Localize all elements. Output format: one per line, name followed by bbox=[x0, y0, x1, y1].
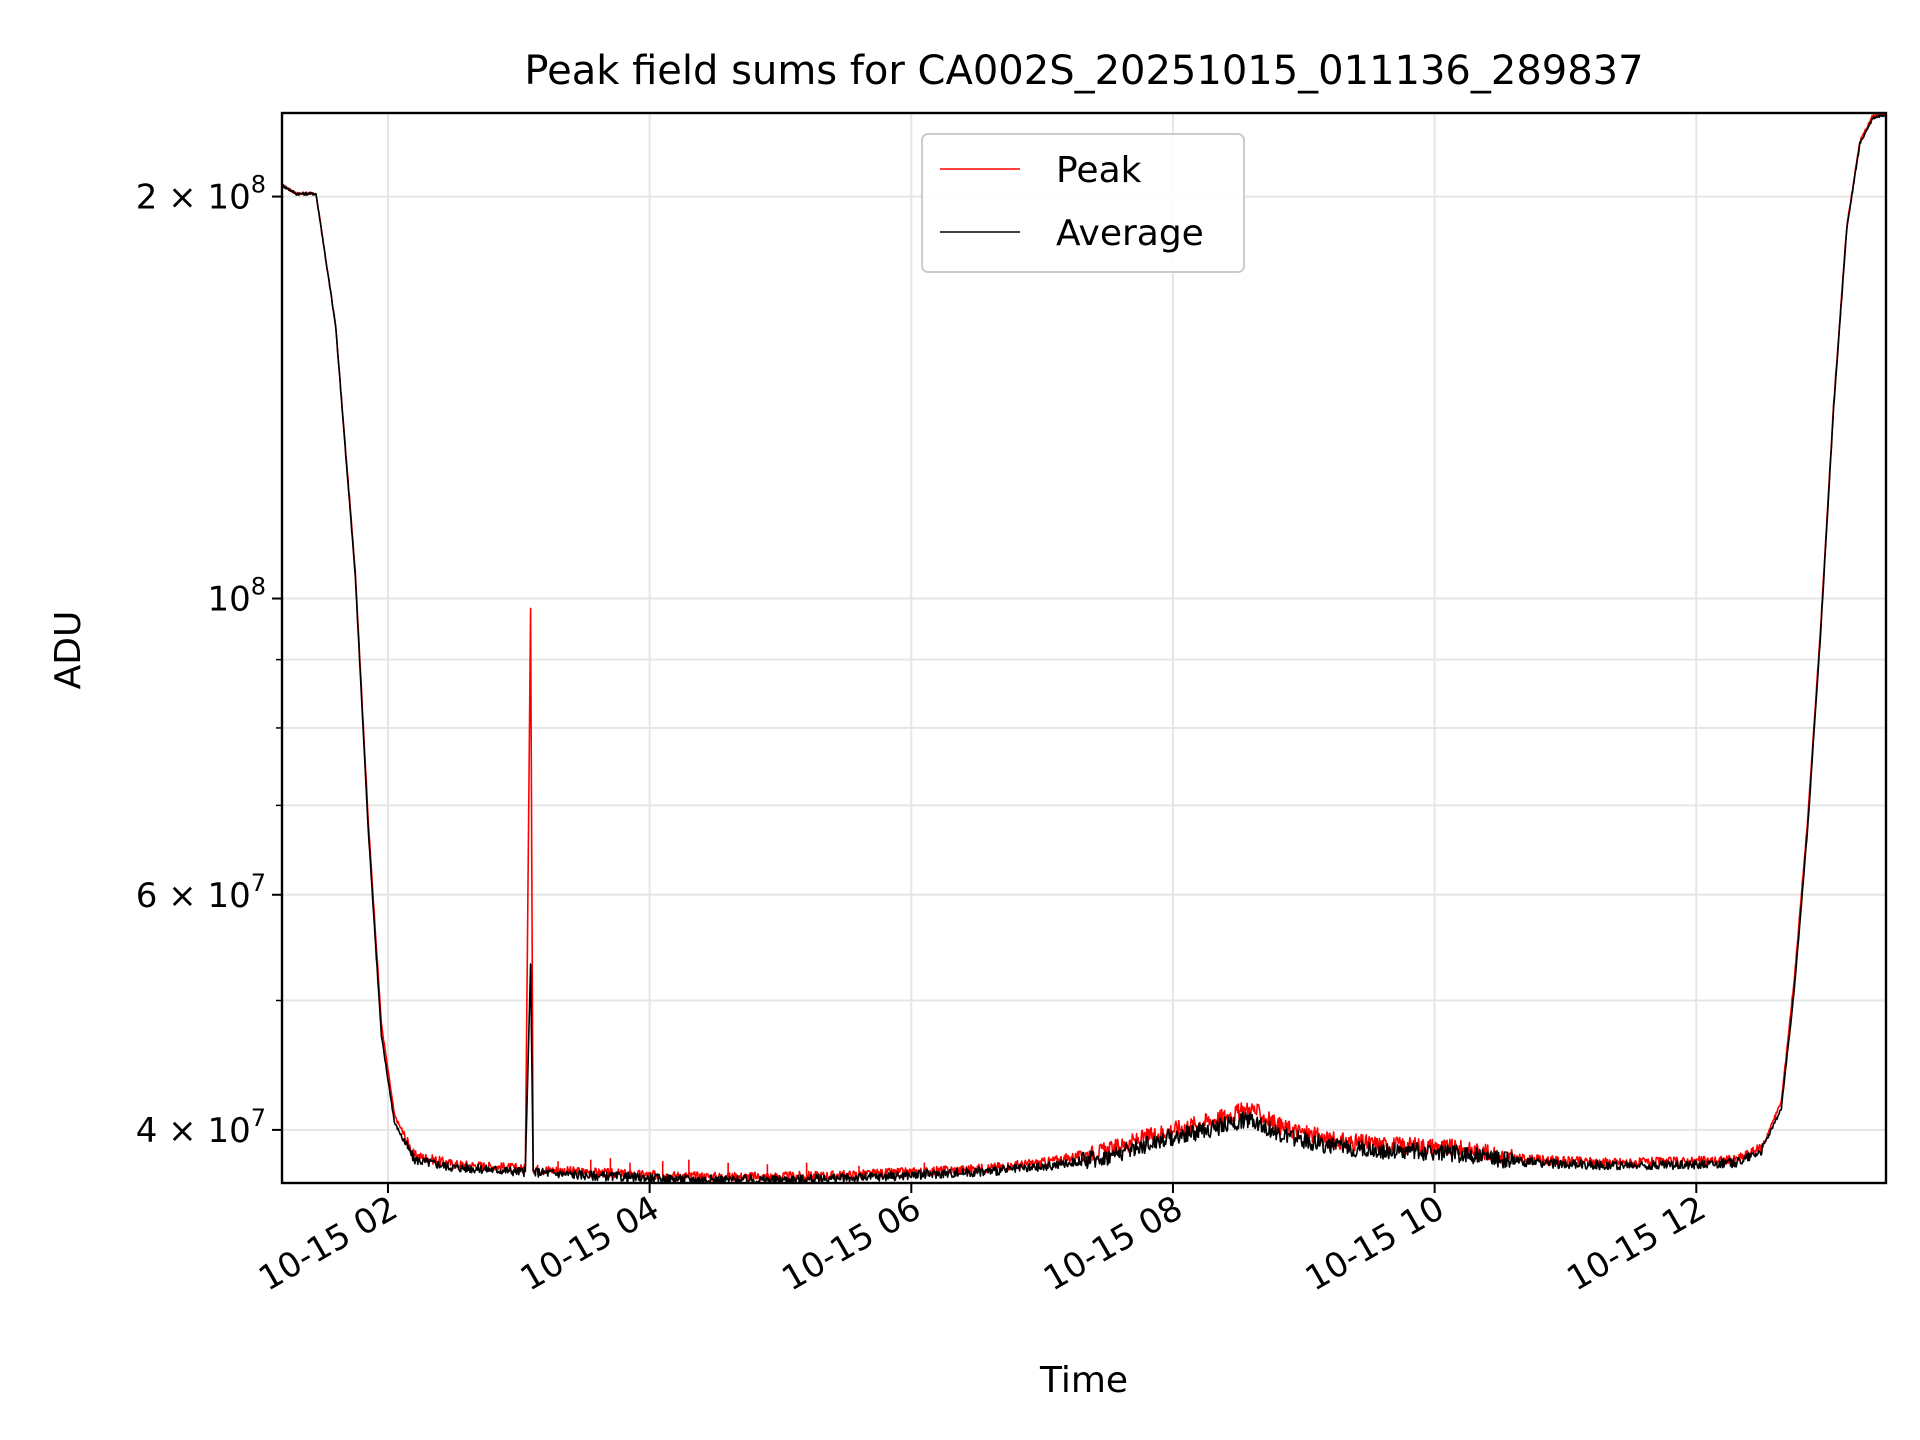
legend-peak-label: Peak bbox=[1056, 150, 1142, 191]
series-line-peak bbox=[282, 113, 1886, 1182]
y-tick-label: 2 × 108 bbox=[136, 171, 266, 218]
chart-title: Peak field sums for CA002S_20251015_0111… bbox=[524, 48, 1643, 94]
x-axis-label: Time bbox=[1039, 1360, 1128, 1401]
series-line-average bbox=[282, 113, 1886, 1183]
y-tick-label: 4 × 107 bbox=[136, 1104, 266, 1151]
axes-frame bbox=[280, 111, 1888, 1185]
series-group bbox=[282, 113, 1886, 1183]
plot-area bbox=[282, 113, 1886, 1183]
tick-marks bbox=[272, 195, 1698, 1193]
y-tick-label: 6 × 107 bbox=[136, 869, 266, 916]
legend: Peak Average bbox=[921, 133, 1245, 273]
legend-average-label: Average bbox=[1056, 213, 1204, 254]
grid bbox=[282, 113, 1886, 1183]
y-tick-label: 108 bbox=[207, 573, 266, 620]
axes-border bbox=[280, 111, 1888, 1185]
y-axis-label: ADU bbox=[48, 611, 89, 690]
